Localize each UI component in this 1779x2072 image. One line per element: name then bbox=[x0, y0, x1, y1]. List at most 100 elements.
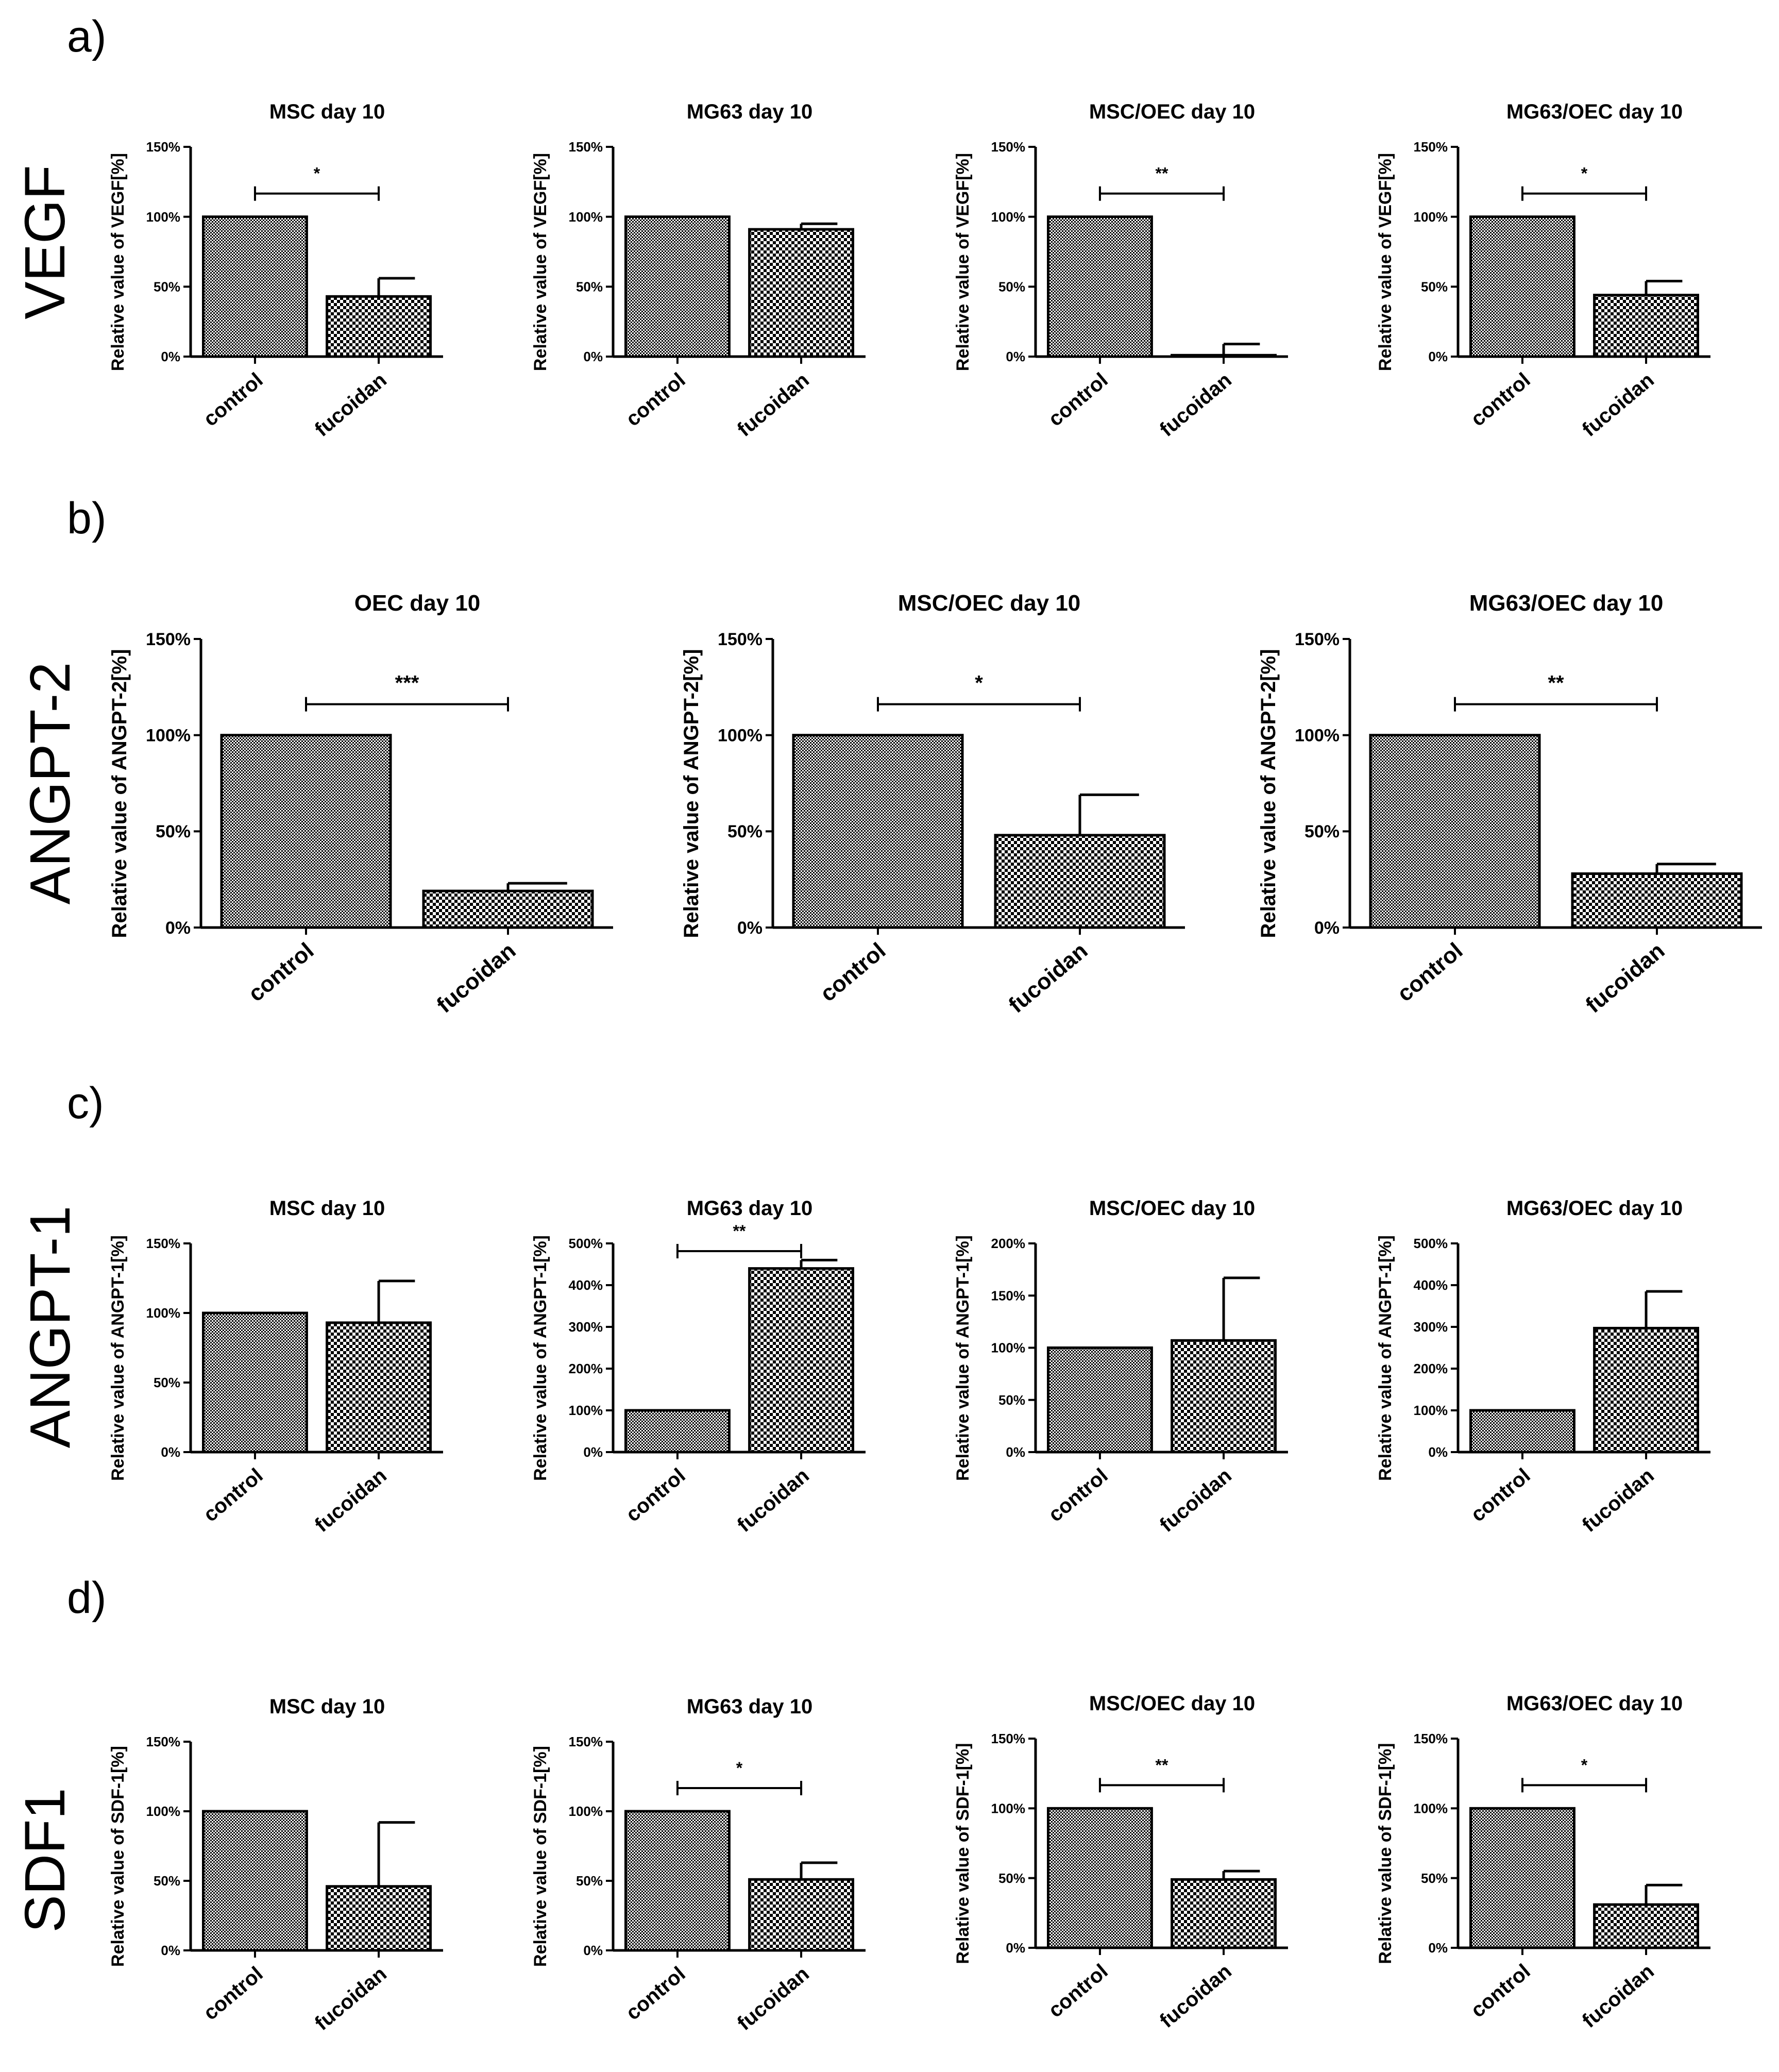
y-tick-label: 0% bbox=[1428, 349, 1448, 364]
y-tick-label: 0% bbox=[161, 349, 180, 364]
significance-label: ** bbox=[1156, 164, 1168, 183]
x-tick-label: fucoidan bbox=[1156, 368, 1236, 441]
y-tick-label: 100% bbox=[991, 1800, 1026, 1816]
significance-label: ** bbox=[1156, 1756, 1168, 1774]
y-tick-label: 150% bbox=[1414, 139, 1448, 155]
y-tick-label: 150% bbox=[718, 630, 763, 649]
bar-control bbox=[1047, 215, 1153, 358]
y-tick-label: 150% bbox=[991, 139, 1026, 155]
y-tick-label: 0% bbox=[1428, 1444, 1448, 1460]
x-tick-label: fucoidan bbox=[733, 1962, 814, 2035]
x-tick-label: fucoidan bbox=[1578, 368, 1658, 441]
x-tick-label: fucoidan bbox=[1004, 938, 1092, 1018]
bar-fucoidan bbox=[1171, 1878, 1277, 1949]
y-tick-label: 150% bbox=[146, 1236, 181, 1251]
y-tick-label: 100% bbox=[146, 1305, 181, 1321]
y-tick-label: 200% bbox=[1414, 1361, 1448, 1376]
y-tick-label: 150% bbox=[569, 139, 603, 155]
bar-control bbox=[202, 215, 308, 358]
bar-fucoidan bbox=[1593, 1326, 1700, 1454]
y-tick-label: 150% bbox=[146, 139, 181, 155]
x-tick-label: fucoidan bbox=[733, 368, 814, 441]
bar-chart: MG63/OEC day 10 Relative value of ANGPT-1… bbox=[1376, 1197, 1710, 1537]
y-tick-label: 50% bbox=[998, 1392, 1025, 1408]
x-tick-label: fucoidan bbox=[1156, 1960, 1236, 2032]
y-tick-label: 50% bbox=[998, 279, 1025, 294]
gene-label-vegf: VEGF bbox=[13, 165, 77, 319]
bar-chart: MSC/OEC day 10 Relative value of SDF-1[%]… bbox=[953, 1692, 1288, 2032]
bar-fucoidan bbox=[422, 889, 594, 929]
y-tick-label: 50% bbox=[998, 1871, 1025, 1886]
y-tick-label: 100% bbox=[1414, 209, 1448, 225]
significance-label: ** bbox=[733, 1222, 746, 1240]
y-tick-label: 50% bbox=[1421, 1871, 1448, 1886]
x-tick-label: control bbox=[199, 1962, 267, 2025]
y-tick-label: 0% bbox=[1314, 918, 1340, 938]
y-tick-label: 100% bbox=[1295, 726, 1340, 746]
gene-label-angpt1: ANGPT-1 bbox=[19, 1206, 82, 1448]
y-axis-label: Relative value of SDF-1[%] bbox=[531, 1746, 550, 1967]
significance-label: * bbox=[975, 672, 983, 695]
bar-chart: MSC/OEC day 10 Relative value of ANGPT-1[… bbox=[953, 1197, 1288, 1537]
significance-label: * bbox=[1581, 1756, 1588, 1774]
y-tick-label: 100% bbox=[1414, 1403, 1448, 1418]
bar-control bbox=[1047, 1807, 1153, 1949]
bar-control bbox=[624, 215, 731, 358]
x-tick-label: control bbox=[1467, 1464, 1535, 1526]
y-tick-label: 300% bbox=[569, 1319, 603, 1335]
y-tick-label: 0% bbox=[1006, 1444, 1025, 1460]
bar-chart: MG63/OEC day 10 Relative value of SDF-1[%… bbox=[1376, 1692, 1710, 2032]
bar-control bbox=[624, 1810, 731, 1952]
bar-chart: MSC/OEC day 10 Relative value of ANGPT-2[… bbox=[680, 591, 1185, 1018]
x-tick-label: control bbox=[244, 938, 319, 1006]
y-tick-label: 150% bbox=[991, 1288, 1026, 1303]
bar-control bbox=[1047, 1346, 1153, 1454]
chart-title: MG63 day 10 bbox=[687, 1197, 813, 1220]
x-tick-label: control bbox=[1467, 1960, 1535, 2022]
x-tick-label: fucoidan bbox=[311, 1464, 391, 1537]
y-axis-label: Relative value of ANGPT-2[%] bbox=[680, 649, 703, 938]
y-tick-label: 50% bbox=[576, 279, 603, 294]
chart-title: MSC day 10 bbox=[269, 1197, 385, 1220]
y-axis-label: Relative value of VEGF[%] bbox=[531, 153, 550, 371]
bar-control bbox=[220, 734, 392, 929]
bar-fucoidan bbox=[748, 228, 854, 358]
y-tick-label: 50% bbox=[1304, 822, 1340, 841]
x-tick-label: control bbox=[1044, 368, 1112, 431]
y-axis-label: Relative value of VEGF[%] bbox=[108, 153, 128, 371]
x-tick-label: control bbox=[1044, 1960, 1112, 2022]
chart-title: MG63/OEC day 10 bbox=[1506, 100, 1683, 123]
y-tick-label: 0% bbox=[161, 1943, 180, 1958]
bar-fucoidan bbox=[1171, 353, 1277, 358]
bar-fucoidan bbox=[994, 834, 1166, 929]
y-tick-label: 200% bbox=[991, 1236, 1026, 1251]
chart-title: MG63/OEC day 10 bbox=[1469, 591, 1664, 616]
chart-title: MSC/OEC day 10 bbox=[1089, 100, 1255, 123]
significance-label: ** bbox=[1548, 672, 1564, 695]
panel-letter-b: b) bbox=[67, 494, 106, 543]
y-tick-label: 0% bbox=[1006, 1940, 1025, 1956]
y-axis-label: Relative value of SDF-1[%] bbox=[1376, 1743, 1395, 1964]
y-tick-label: 0% bbox=[161, 1444, 180, 1460]
y-tick-label: 100% bbox=[718, 726, 763, 746]
y-tick-label: 150% bbox=[1414, 1731, 1448, 1746]
y-axis-label: Relative value of ANGPT-1[%] bbox=[953, 1235, 973, 1481]
y-tick-label: 100% bbox=[569, 209, 603, 225]
bar-chart: MG63 day 10 Relative value of SDF-1[%] 0% 5… bbox=[531, 1695, 866, 2035]
bar-fucoidan bbox=[1571, 872, 1743, 929]
x-tick-label: control bbox=[622, 1962, 690, 2025]
bar-chart: MG63 day 10 Relative value of VEGF[%] 0% 50… bbox=[531, 100, 866, 441]
y-tick-label: 100% bbox=[146, 726, 191, 746]
bar-chart: MG63 day 10 Relative value of ANGPT-1[%] 0… bbox=[531, 1197, 866, 1537]
bar-fucoidan bbox=[748, 1878, 854, 1952]
y-tick-label: 100% bbox=[991, 209, 1026, 225]
panel-letter-a: a) bbox=[67, 12, 106, 61]
x-tick-label: control bbox=[816, 938, 891, 1006]
x-tick-label: control bbox=[622, 368, 690, 431]
bar-control bbox=[202, 1810, 308, 1952]
x-tick-label: control bbox=[1467, 368, 1535, 431]
x-tick-label: fucoidan bbox=[311, 1962, 391, 2035]
chart-title: MG63 day 10 bbox=[687, 100, 813, 123]
y-tick-label: 150% bbox=[146, 1734, 181, 1749]
